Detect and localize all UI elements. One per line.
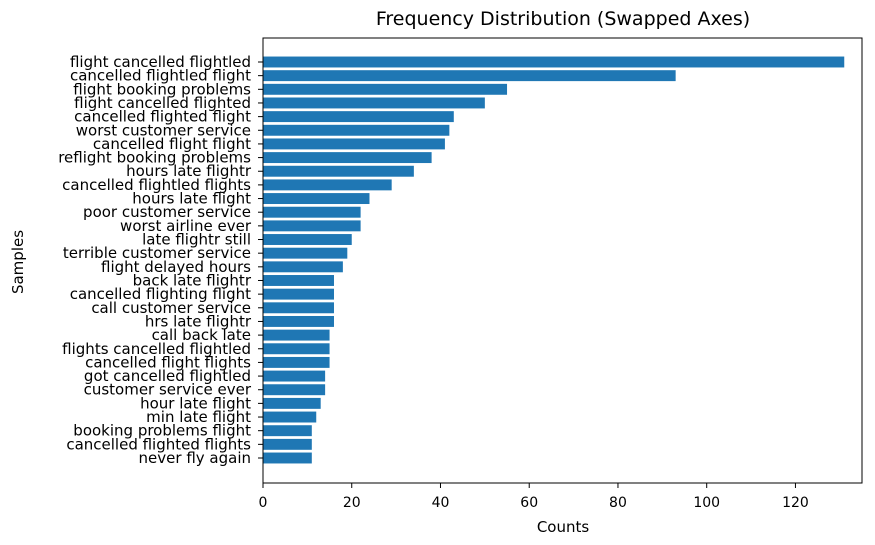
y-tick-label: cancelled flight flights xyxy=(85,353,251,371)
y-tick-label: flight cancelled flightled xyxy=(70,53,251,71)
bar xyxy=(263,425,312,437)
bar xyxy=(263,220,361,232)
x-tick-label: 60 xyxy=(520,495,538,511)
y-tick-label: flight booking problems xyxy=(73,80,251,98)
bar xyxy=(263,288,334,300)
bar xyxy=(263,261,343,273)
y-tick-label: call back late xyxy=(152,326,251,344)
bar xyxy=(263,193,370,205)
y-tick-label: flight delayed hours xyxy=(101,258,251,276)
y-tick-label: flights cancelled flightled xyxy=(62,340,251,358)
x-tick-label: 100 xyxy=(693,495,720,511)
y-tick-label: late flightr still xyxy=(142,231,251,249)
y-tick-label: hour late flight xyxy=(140,394,251,412)
bar xyxy=(263,111,454,123)
bar xyxy=(263,165,414,177)
y-tick-label: poor customer service xyxy=(83,203,251,221)
y-tick-label: never fly again xyxy=(139,449,251,467)
bar xyxy=(263,124,450,136)
bar xyxy=(263,397,321,409)
bar xyxy=(263,56,845,68)
y-axis-label: Samples xyxy=(9,230,27,294)
y-tick-label: hours late flightr xyxy=(126,162,252,180)
y-tick-label: worst customer service xyxy=(76,121,251,139)
bar xyxy=(263,356,330,368)
y-tick-label: call customer service xyxy=(91,299,251,317)
y-tick-label: hours late flight xyxy=(132,190,251,208)
bar xyxy=(263,302,334,314)
y-tick-label: flight cancelled flighted xyxy=(74,94,251,112)
bar xyxy=(263,247,348,259)
y-tick-label: terrible customer service xyxy=(63,244,251,262)
bars-layer xyxy=(263,56,845,464)
y-tick-label: booking problems flight xyxy=(73,422,251,440)
y-tick-label: cancelled flightled flight xyxy=(70,67,251,85)
x-tick-label: 20 xyxy=(343,495,361,511)
bar xyxy=(263,329,330,341)
x-tick-label: 80 xyxy=(609,495,627,511)
bar xyxy=(263,70,676,82)
plot-frame xyxy=(262,37,863,484)
y-tick-label: cancelled flighting flight xyxy=(70,285,251,303)
bar xyxy=(263,275,334,286)
y-tick-label: got cancelled flightled xyxy=(84,367,251,385)
bar xyxy=(263,438,312,450)
y-tick-label: hrs late flightr xyxy=(145,312,252,330)
bar xyxy=(263,411,317,423)
bar xyxy=(263,315,334,327)
bar xyxy=(263,179,392,191)
bar xyxy=(263,452,312,464)
y-tick-label: customer service ever xyxy=(84,381,252,399)
bar xyxy=(263,343,330,355)
bar xyxy=(263,206,361,218)
x-axis-label: Counts xyxy=(537,518,590,536)
bar xyxy=(263,83,508,95)
y-tick-label: cancelled flightled flights xyxy=(62,176,251,194)
bar xyxy=(263,138,445,150)
x-tick-label: 120 xyxy=(782,495,809,511)
y-tick-label: back late flightr xyxy=(133,271,252,289)
bar xyxy=(263,370,326,382)
y-tick-label: cancelled flight flight xyxy=(93,135,251,153)
y-tick-label: cancelled flighted flight xyxy=(74,108,251,126)
y-tick-label: cancelled flighted flights xyxy=(66,435,251,453)
bar xyxy=(263,97,485,109)
y-tick-label: reflight booking problems xyxy=(58,149,251,167)
y-tick-label: worst airline ever xyxy=(120,217,252,235)
x-tick-label: 40 xyxy=(432,495,450,511)
x-axis-ticks: 0 20 40 60 80 100 120 xyxy=(259,483,809,511)
bar xyxy=(263,384,326,396)
y-tick-label: min late flight xyxy=(146,408,251,426)
chart-title: Frequency Distribution (Swapped Axes) xyxy=(376,8,750,30)
bar xyxy=(263,152,432,164)
bar xyxy=(263,234,352,245)
x-tick-label: 0 xyxy=(259,495,268,511)
